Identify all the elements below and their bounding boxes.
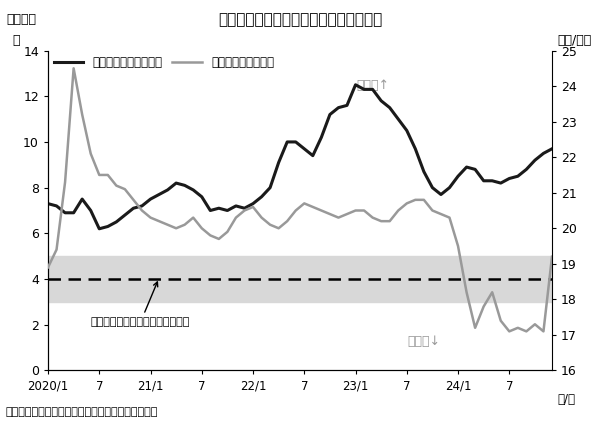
ペソ相場（右目盛） [369,215,376,220]
インフレ率（左目盛） [224,208,231,213]
インフレ率（左目盛） [139,203,146,208]
Text: ペソ高↓: ペソ高↓ [407,335,440,348]
Text: 年/月: 年/月 [557,393,575,406]
インフレ率（左目盛） [377,98,385,103]
インフレ率（左目盛） [181,183,188,188]
Text: ペソ安↑: ペソ安↑ [356,79,389,92]
Text: インフレ目標（中央値、左目盛）: インフレ目標（中央値、左目盛） [91,282,190,328]
インフレ率（左目盛） [352,82,359,87]
ペソ相場（右目盛） [224,229,231,234]
ペソ相場（右目盛） [139,208,146,213]
Legend: インフレ率（左目盛）, ペソ相場（右目盛）: インフレ率（左目盛）, ペソ相場（右目盛） [54,56,274,69]
インフレ率（左目盛） [44,201,52,206]
Text: ［図表］: ［図表］ [6,13,36,26]
Line: ペソ相場（右目盛）: ペソ相場（右目盛） [48,68,552,331]
Line: インフレ率（左目盛）: インフレ率（左目盛） [48,85,552,229]
ペソ相場（右目盛） [215,237,223,242]
ペソ相場（右目盛） [181,222,188,227]
インフレ率（左目盛） [95,226,103,231]
Text: （出所）　ＣＥＩＣから第一生命経済研究所作成。: （出所） ＣＥＩＣから第一生命経済研究所作成。 [6,407,158,417]
Text: インフレ率とペソ相場（対ドル）の推移: インフレ率とペソ相場（対ドル）の推移 [218,13,382,28]
インフレ率（左目盛） [548,146,556,151]
Bar [48,256,552,302]
ペソ相場（右目盛） [198,226,205,231]
Text: ドル/ペソ: ドル/ペソ [557,35,591,47]
Text: ％: ％ [13,35,20,47]
ペソ相場（右目盛） [548,254,556,259]
ペソ相場（右目盛） [506,329,513,334]
インフレ率（左目盛） [198,194,205,199]
ペソ相場（右目盛） [44,265,52,270]
インフレ率（左目盛） [215,206,223,211]
ペソ相場（右目盛） [70,66,77,71]
